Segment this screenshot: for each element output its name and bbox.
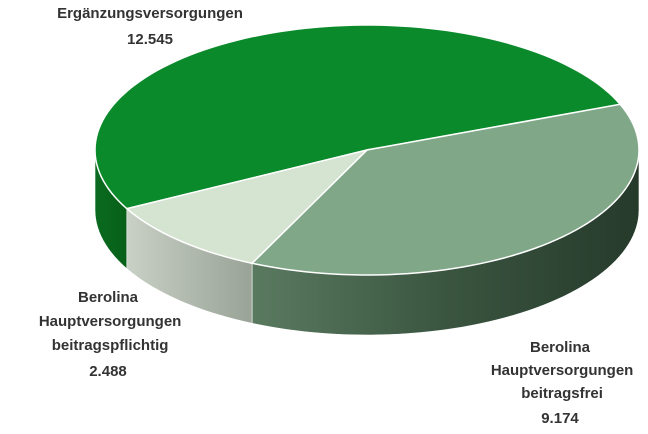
slice <box>94 24 622 210</box>
slice-value-label: 2.488 <box>89 363 127 380</box>
slice-label: Berolina Hauptversorgungen beitragsfrei <box>487 339 634 402</box>
slice-value-label: 12.545 <box>127 31 173 48</box>
slice <box>250 103 640 276</box>
slice-label: Ergänzungsversorgungen <box>57 5 243 22</box>
slice-label: Berolina Hauptversorgungen beitragspflic… <box>35 289 182 354</box>
slice-value-label: 9.174 <box>541 410 579 427</box>
slice <box>125 148 370 265</box>
